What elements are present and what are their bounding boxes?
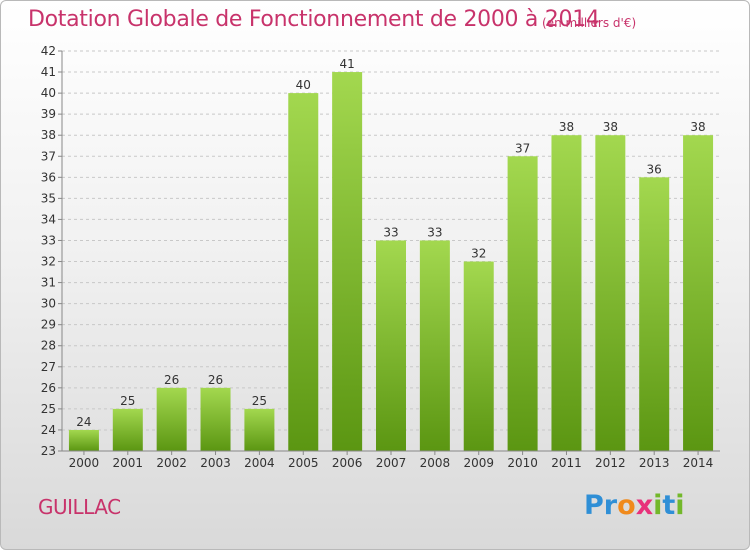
chart-title: Dotation Globale de Fonctionnement de 20…	[28, 7, 600, 32]
chart-subtitle: (en milliers d'€)	[542, 16, 637, 30]
bar	[419, 240, 450, 451]
data-label: 25	[252, 394, 267, 408]
bar	[507, 156, 538, 451]
y-tick-label: 39	[41, 107, 56, 121]
bar	[332, 72, 363, 451]
bar	[68, 429, 99, 451]
y-tick-label: 27	[41, 360, 56, 374]
x-tick-label: 2002	[156, 456, 187, 470]
y-tick-label: 35	[41, 191, 56, 205]
bar	[376, 240, 406, 451]
bar	[200, 387, 231, 451]
data-label: 38	[603, 120, 618, 134]
x-tick-label: 2003	[200, 456, 231, 470]
data-label: 41	[339, 57, 354, 71]
y-tick-label: 24	[41, 423, 56, 437]
y-tick-label: 30	[41, 297, 56, 311]
bar	[156, 387, 187, 451]
x-tick-label: 2007	[376, 456, 407, 470]
data-label: 26	[164, 373, 179, 387]
y-tick-label: 33	[41, 233, 56, 247]
data-label: 33	[383, 225, 398, 239]
axes	[58, 50, 720, 455]
y-tick-label: 34	[41, 212, 56, 226]
bar	[244, 408, 275, 451]
bar	[683, 135, 714, 452]
bars	[68, 72, 714, 452]
x-tick-label: 2001	[113, 456, 144, 470]
x-tick-label: 2005	[288, 456, 319, 470]
y-tick-label: 38	[41, 128, 56, 142]
data-label: 38	[690, 120, 705, 134]
y-tick-label: 31	[41, 276, 56, 290]
y-tick-label: 25	[41, 402, 56, 416]
x-tick-label: 2011	[551, 456, 582, 470]
x-tick-label: 2012	[595, 456, 626, 470]
x-tick-label: 2010	[507, 456, 538, 470]
data-label: 33	[427, 225, 442, 239]
y-tick-label: 40	[41, 86, 56, 100]
bar	[288, 93, 319, 452]
y-tick-label: 32	[41, 255, 56, 269]
data-label: 24	[76, 415, 91, 429]
bar	[112, 408, 143, 451]
bar	[463, 261, 494, 451]
data-label: 38	[559, 120, 574, 134]
y-tick-label: 42	[41, 44, 56, 58]
data-label: 26	[208, 373, 223, 387]
data-label: 25	[120, 394, 135, 408]
y-tick-label: 36	[41, 170, 56, 184]
x-tick-label: 2000	[69, 456, 100, 470]
bar	[595, 135, 626, 452]
y-tick-label: 29	[41, 318, 56, 332]
y-tick-label: 37	[41, 149, 56, 163]
data-label: 40	[296, 78, 311, 92]
y-tick-label: 26	[41, 381, 56, 395]
x-tick-label: 2014	[683, 456, 714, 470]
proxiti-logo: Proxiti	[584, 490, 685, 521]
labels: 23 24 25 26 27 28 29 30 31 32 33 34 35 36 37 38 39 40 41 42…	[41, 44, 714, 470]
y-tick-label: 28	[41, 339, 56, 353]
bar	[551, 135, 582, 452]
x-tick-label: 2013	[639, 456, 670, 470]
y-tick-label: 41	[41, 65, 56, 79]
data-label: 36	[647, 162, 662, 176]
commune-name: GUILLAC	[38, 495, 121, 519]
x-tick-label: 2009	[463, 456, 494, 470]
x-tick-label: 2004	[244, 456, 275, 470]
x-tick-label: 2008	[420, 456, 451, 470]
bar	[639, 177, 670, 451]
x-tick-label: 2006	[332, 456, 363, 470]
data-label: 32	[471, 247, 486, 261]
data-label: 37	[515, 141, 530, 155]
y-tick-label: 23	[41, 444, 56, 458]
